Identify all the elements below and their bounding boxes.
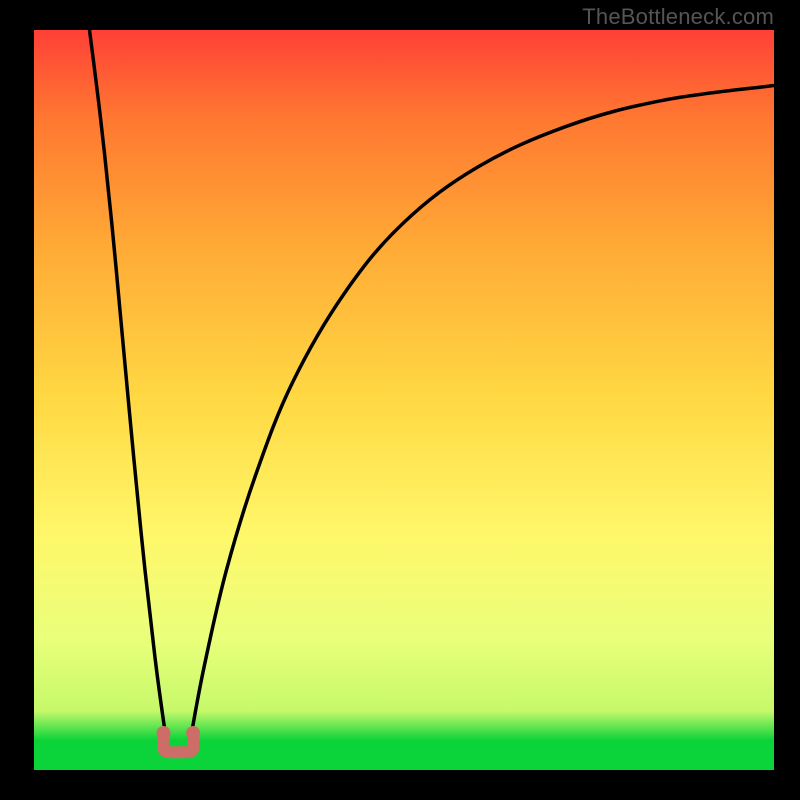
- optimal-point-left-dot: [157, 726, 171, 740]
- optimal-point-right-dot: [186, 726, 200, 740]
- watermark-text: TheBottleneck.com: [582, 4, 774, 30]
- bottleneck-curve-left-branch: [90, 30, 166, 737]
- bottleneck-curve-svg: [34, 30, 774, 770]
- plot-area: [34, 30, 774, 770]
- bottleneck-curve-right-branch: [191, 86, 774, 737]
- chart-frame: TheBottleneck.com: [0, 0, 800, 800]
